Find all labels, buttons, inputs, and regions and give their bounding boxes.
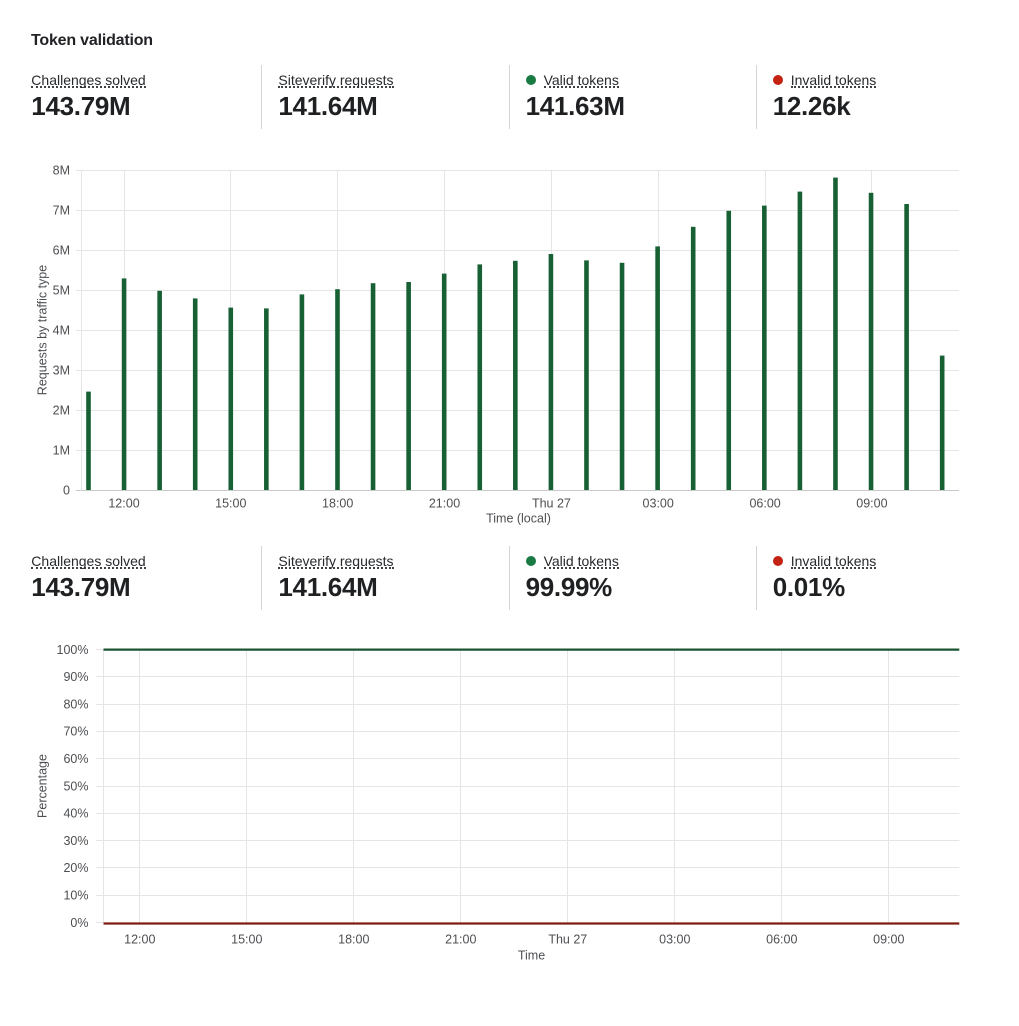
svg-text:Percentage: Percentage xyxy=(36,754,50,818)
svg-text:4M: 4M xyxy=(53,323,70,337)
svg-text:03:00: 03:00 xyxy=(643,497,674,511)
svg-text:60%: 60% xyxy=(63,752,88,766)
svg-text:03:00: 03:00 xyxy=(659,933,690,947)
svg-text:21:00: 21:00 xyxy=(429,497,460,511)
svg-text:09:00: 09:00 xyxy=(856,497,887,511)
svg-text:15:00: 15:00 xyxy=(215,497,246,511)
svg-text:40%: 40% xyxy=(63,807,88,821)
svg-text:80%: 80% xyxy=(63,697,88,711)
svg-text:2M: 2M xyxy=(53,403,70,417)
svg-text:09:00: 09:00 xyxy=(873,933,904,947)
svg-text:15:00: 15:00 xyxy=(231,933,262,947)
svg-text:Requests by traffic type: Requests by traffic type xyxy=(36,265,50,395)
svg-text:20%: 20% xyxy=(63,861,88,875)
svg-text:18:00: 18:00 xyxy=(322,497,353,511)
svg-text:Time: Time xyxy=(518,949,545,963)
svg-text:6M: 6M xyxy=(53,243,70,257)
svg-text:90%: 90% xyxy=(63,670,88,684)
svg-text:10%: 10% xyxy=(63,889,88,903)
svg-text:30%: 30% xyxy=(63,834,88,848)
svg-text:0%: 0% xyxy=(70,916,88,930)
svg-text:8M: 8M xyxy=(53,163,70,177)
svg-text:1M: 1M xyxy=(53,443,70,457)
svg-text:50%: 50% xyxy=(63,779,88,793)
svg-text:7M: 7M xyxy=(53,203,70,217)
svg-text:06:00: 06:00 xyxy=(749,497,780,511)
svg-text:06:00: 06:00 xyxy=(766,933,797,947)
svg-text:12:00: 12:00 xyxy=(124,933,155,947)
svg-text:100%: 100% xyxy=(57,643,89,657)
svg-text:70%: 70% xyxy=(63,725,88,739)
svg-text:0: 0 xyxy=(63,483,70,497)
svg-text:5M: 5M xyxy=(53,283,70,297)
svg-text:Thu 27: Thu 27 xyxy=(548,933,587,947)
svg-text:21:00: 21:00 xyxy=(445,933,476,947)
svg-text:12:00: 12:00 xyxy=(108,497,139,511)
svg-text:3M: 3M xyxy=(53,363,70,377)
svg-text:18:00: 18:00 xyxy=(338,933,369,947)
svg-text:Time (local): Time (local) xyxy=(486,512,551,526)
svg-text:Thu 27: Thu 27 xyxy=(532,497,571,511)
